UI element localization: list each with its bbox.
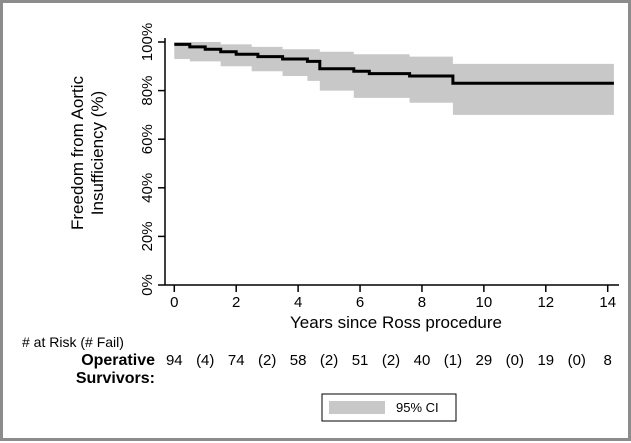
risk-fail-count: (2): [382, 352, 400, 369]
y-tick-label: 40%: [139, 173, 156, 203]
legend-label-ci: 95% CI: [396, 400, 439, 415]
risk-at-risk-count: 94: [166, 352, 183, 369]
risk-fail-count: (0): [568, 352, 586, 369]
risk-row-label-line1: Operative: [81, 352, 155, 369]
risk-table-header: # at Risk (# Fail): [22, 334, 124, 350]
y-tick-label: 0%: [139, 274, 156, 296]
risk-fail-count: (4): [196, 352, 214, 369]
legend-box: [321, 393, 457, 422]
y-tick-label: 20%: [139, 221, 156, 251]
survival-curve-line: [174, 42, 614, 85]
risk-fail-count: (2): [320, 352, 338, 369]
risk-at-risk-count: 8: [604, 352, 612, 369]
x-tick-label: 6: [356, 294, 364, 311]
x-tick-label: 8: [418, 294, 426, 311]
x-tick-label: 2: [232, 294, 240, 311]
x-tick-label: 10: [476, 294, 493, 311]
axes-layer: 0% 20% 40% 60% 80% 100% 0 2 4 6 8 10 12 14: [139, 23, 619, 311]
risk-table-values: 94 (4) 74 (2) 58 (2) 51 (2) 40 (1) 29 (0) 19 (0) 8: [166, 352, 612, 369]
legend: 95% CI: [321, 393, 457, 422]
risk-fail-count: (2): [258, 352, 276, 369]
survival-chart: 0% 20% 40% 60% 80% 100% 0 2 4 6 8 10 12 14 Freedom fr…: [22, 23, 619, 422]
risk-at-risk-count: 58: [290, 352, 307, 369]
y-axis-title-line2: Insufficiency (%): [88, 91, 107, 215]
x-tick-label: 4: [294, 294, 302, 311]
x-tick-label: 0: [170, 294, 178, 311]
x-tick-label: 12: [537, 294, 554, 311]
y-tick-label: 60%: [139, 124, 156, 154]
legend-swatch-ci: [329, 401, 385, 414]
y-tick-label: 80%: [139, 76, 156, 106]
risk-at-risk-count: 29: [476, 352, 493, 369]
risk-at-risk-count: 19: [537, 352, 554, 369]
y-tick-label: 100%: [139, 23, 156, 61]
risk-fail-count: (0): [506, 352, 524, 369]
risk-at-risk-count: 74: [228, 352, 245, 369]
risk-at-risk-count: 51: [352, 352, 369, 369]
risk-fail-count: (1): [444, 352, 462, 369]
risk-at-risk-count: 40: [414, 352, 431, 369]
x-tick-label: 14: [599, 294, 616, 311]
risk-row-label-line2: Survivors:: [76, 370, 155, 387]
survival-line-layer: [174, 42, 614, 85]
y-axis-title-line1: Freedom from Aortic: [68, 76, 87, 230]
x-axis-title: Years since Ross procedure: [290, 313, 502, 332]
